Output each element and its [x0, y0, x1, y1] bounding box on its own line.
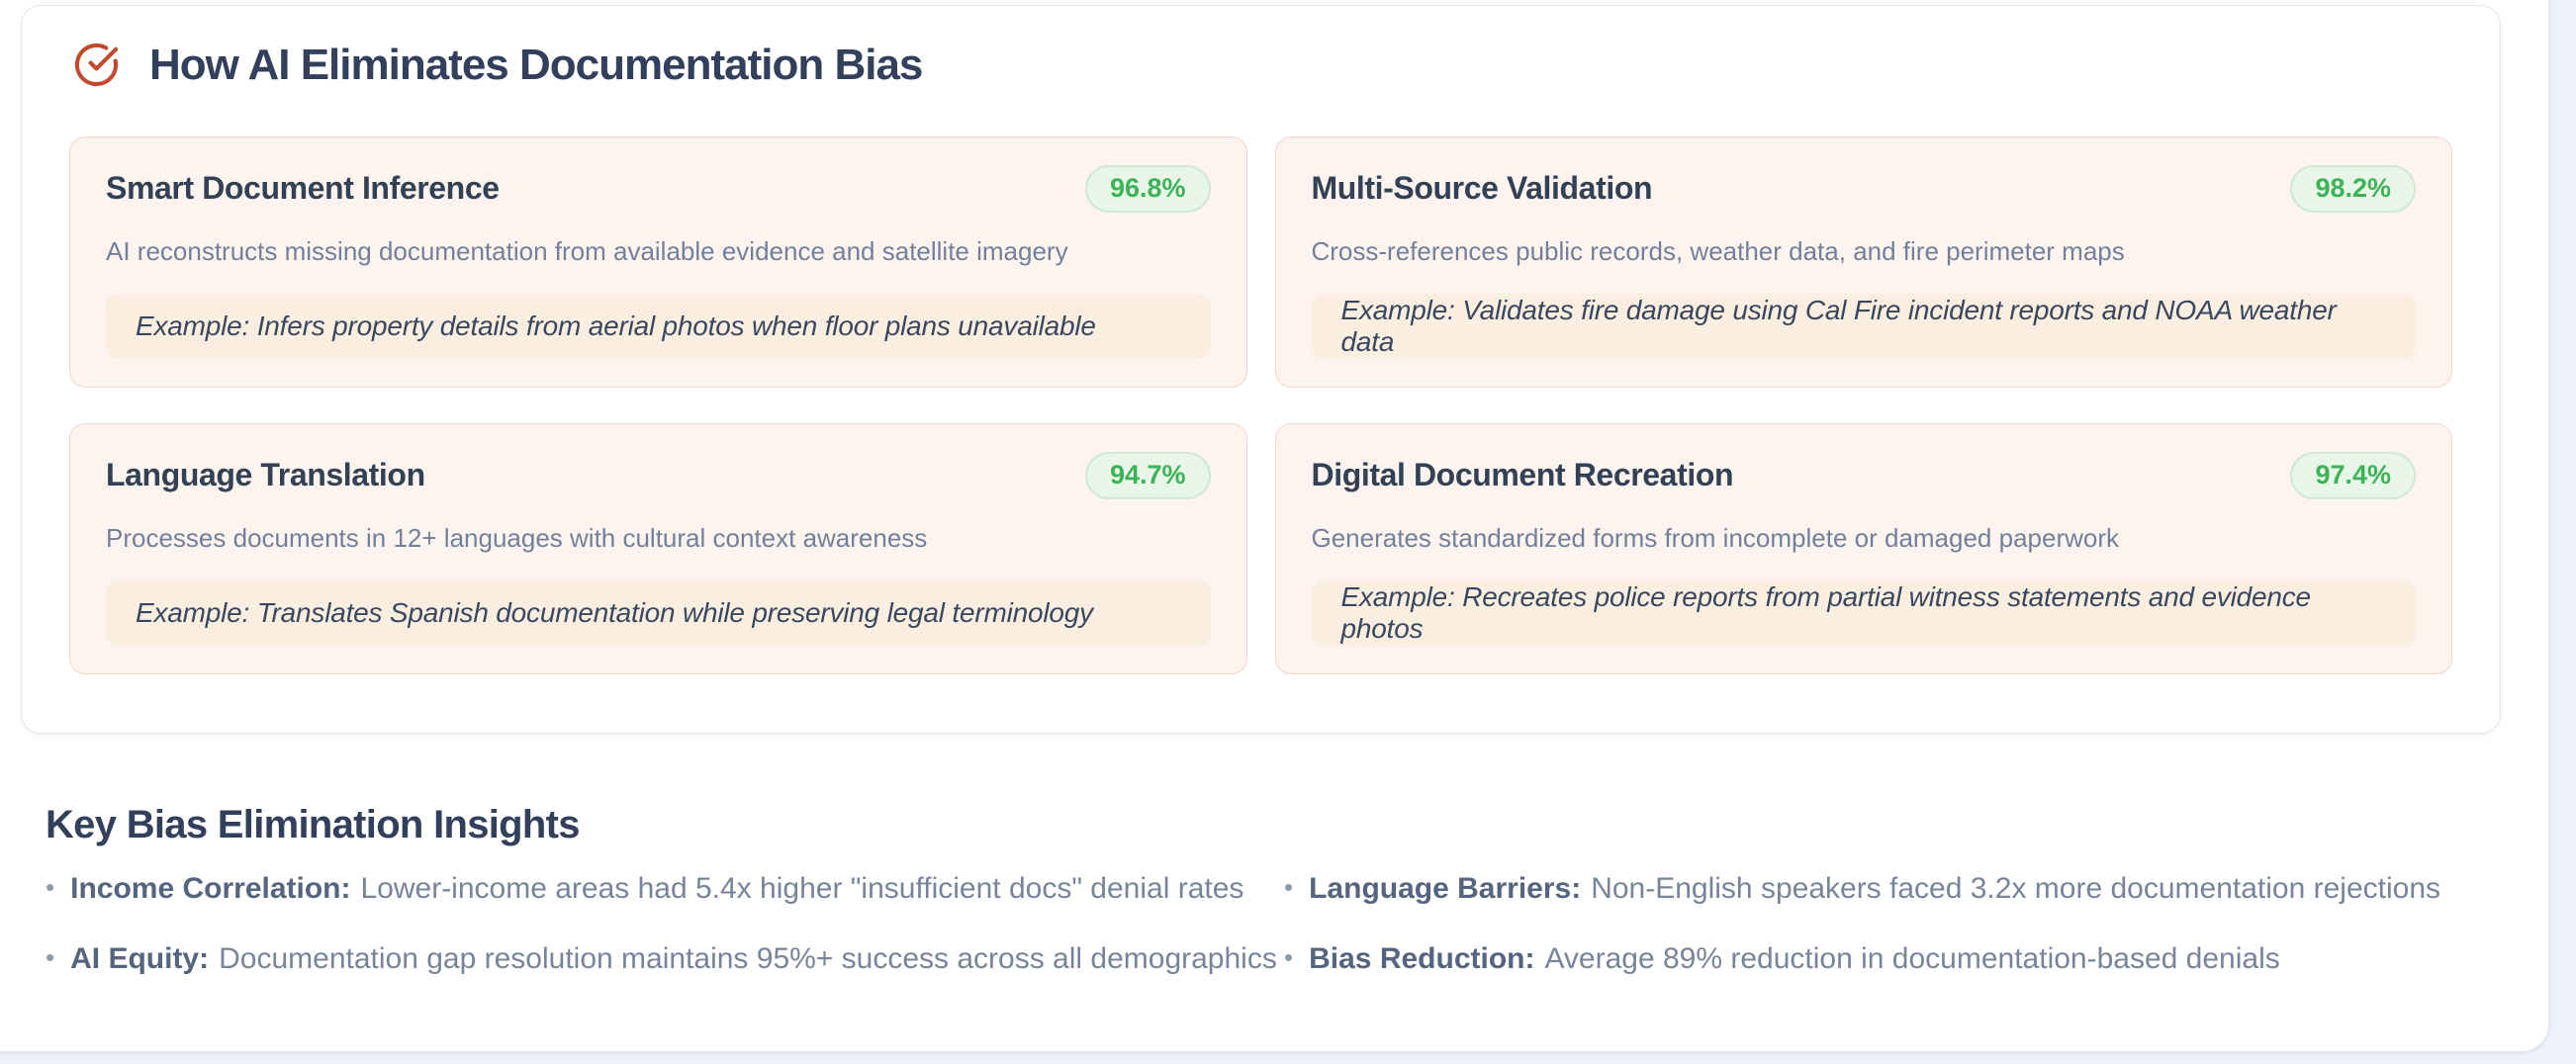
card-header: Language Translation 94.7%	[106, 452, 1211, 499]
card-title: Smart Document Inference	[106, 170, 500, 207]
insight-income-correlation: • Income Correlation: Lower-income areas h…	[46, 869, 1284, 908]
insight-label: Language Barriers:	[1309, 872, 1582, 905]
insights-title: Key Bias Elimination Insights	[46, 803, 581, 846]
accuracy-badge: 97.4%	[2290, 452, 2416, 499]
insight-text: Non-English speakers faced 3.2x more doc…	[1591, 872, 2440, 905]
card-header: Smart Document Inference 96.8%	[106, 165, 1211, 213]
card-title: Language Translation	[106, 457, 425, 493]
card-title: Multi-Source Validation	[1311, 170, 1653, 207]
insight-label: Bias Reduction:	[1309, 942, 1535, 975]
card-header: Digital Document Recreation 97.4%	[1311, 452, 2416, 499]
insight-ai-equity: • AI Equity: Documentation gap resolution …	[46, 939, 1284, 978]
card-title: Digital Document Recreation	[1311, 457, 1734, 493]
insights-grid: • Income Correlation: Lower-income areas h…	[46, 869, 2479, 978]
card-example: Example: Translates Spanish documentatio…	[106, 579, 1211, 646]
insight-text: Average 89% reduction in documentation-b…	[1544, 942, 2280, 975]
card-example: Example: Recreates police reports from p…	[1311, 579, 2416, 646]
insight-label: AI Equity:	[70, 942, 210, 975]
methods-grid: Smart Document Inference 96.8% AI recons…	[69, 136, 2452, 674]
accuracy-badge: 94.7%	[1084, 452, 1211, 499]
bullet-icon: •	[46, 872, 55, 902]
bullet-icon: •	[1284, 872, 1294, 902]
card-smart-document-inference: Smart Document Inference 96.8% AI recons…	[69, 136, 1247, 388]
accuracy-badge: 98.2%	[2290, 165, 2416, 213]
panel-header: How AI Eliminates Documentation Bias	[73, 40, 923, 89]
bullet-icon: •	[46, 942, 55, 972]
card-description: Generates standardized forms from incomp…	[1311, 522, 2120, 553]
card-digital-document-recreation: Digital Document Recreation 97.4% Genera…	[1274, 423, 2452, 674]
card-description: Cross-references public records, weather…	[1311, 235, 2125, 266]
check-circle-icon	[74, 43, 119, 87]
insight-text: Lower-income areas had 5.4x higher "insu…	[360, 872, 1244, 905]
content-card: How AI Eliminates Documentation Bias Sma…	[0, 0, 2549, 1052]
insight-label: Income Correlation:	[70, 872, 351, 905]
bullet-icon: •	[1284, 942, 1294, 972]
card-description: AI reconstructs missing documentation fr…	[106, 235, 1068, 266]
card-language-translation: Language Translation 94.7% Processes doc…	[69, 423, 1247, 674]
ai-bias-panel: How AI Eliminates Documentation Bias Sma…	[21, 5, 2501, 734]
card-description: Processes documents in 12+ languages wit…	[106, 522, 928, 553]
card-example: Example: Validates fire damage using Cal…	[1311, 293, 2416, 359]
card-example: Example: Infers property details from ae…	[106, 293, 1211, 359]
panel-title: How AI Eliminates Documentation Bias	[149, 40, 923, 89]
insight-text: Documentation gap resolution maintains 9…	[219, 942, 1277, 975]
accuracy-badge: 96.8%	[1084, 165, 1211, 213]
card-header: Multi-Source Validation 98.2%	[1311, 165, 2416, 213]
card-multi-source-validation: Multi-Source Validation 98.2% Cross-refe…	[1274, 136, 2452, 388]
insight-bias-reduction: • Bias Reduction: Average 89% reduction in…	[1284, 939, 2479, 978]
insight-language-barriers: • Language Barriers: Non-English speakers …	[1284, 869, 2479, 908]
